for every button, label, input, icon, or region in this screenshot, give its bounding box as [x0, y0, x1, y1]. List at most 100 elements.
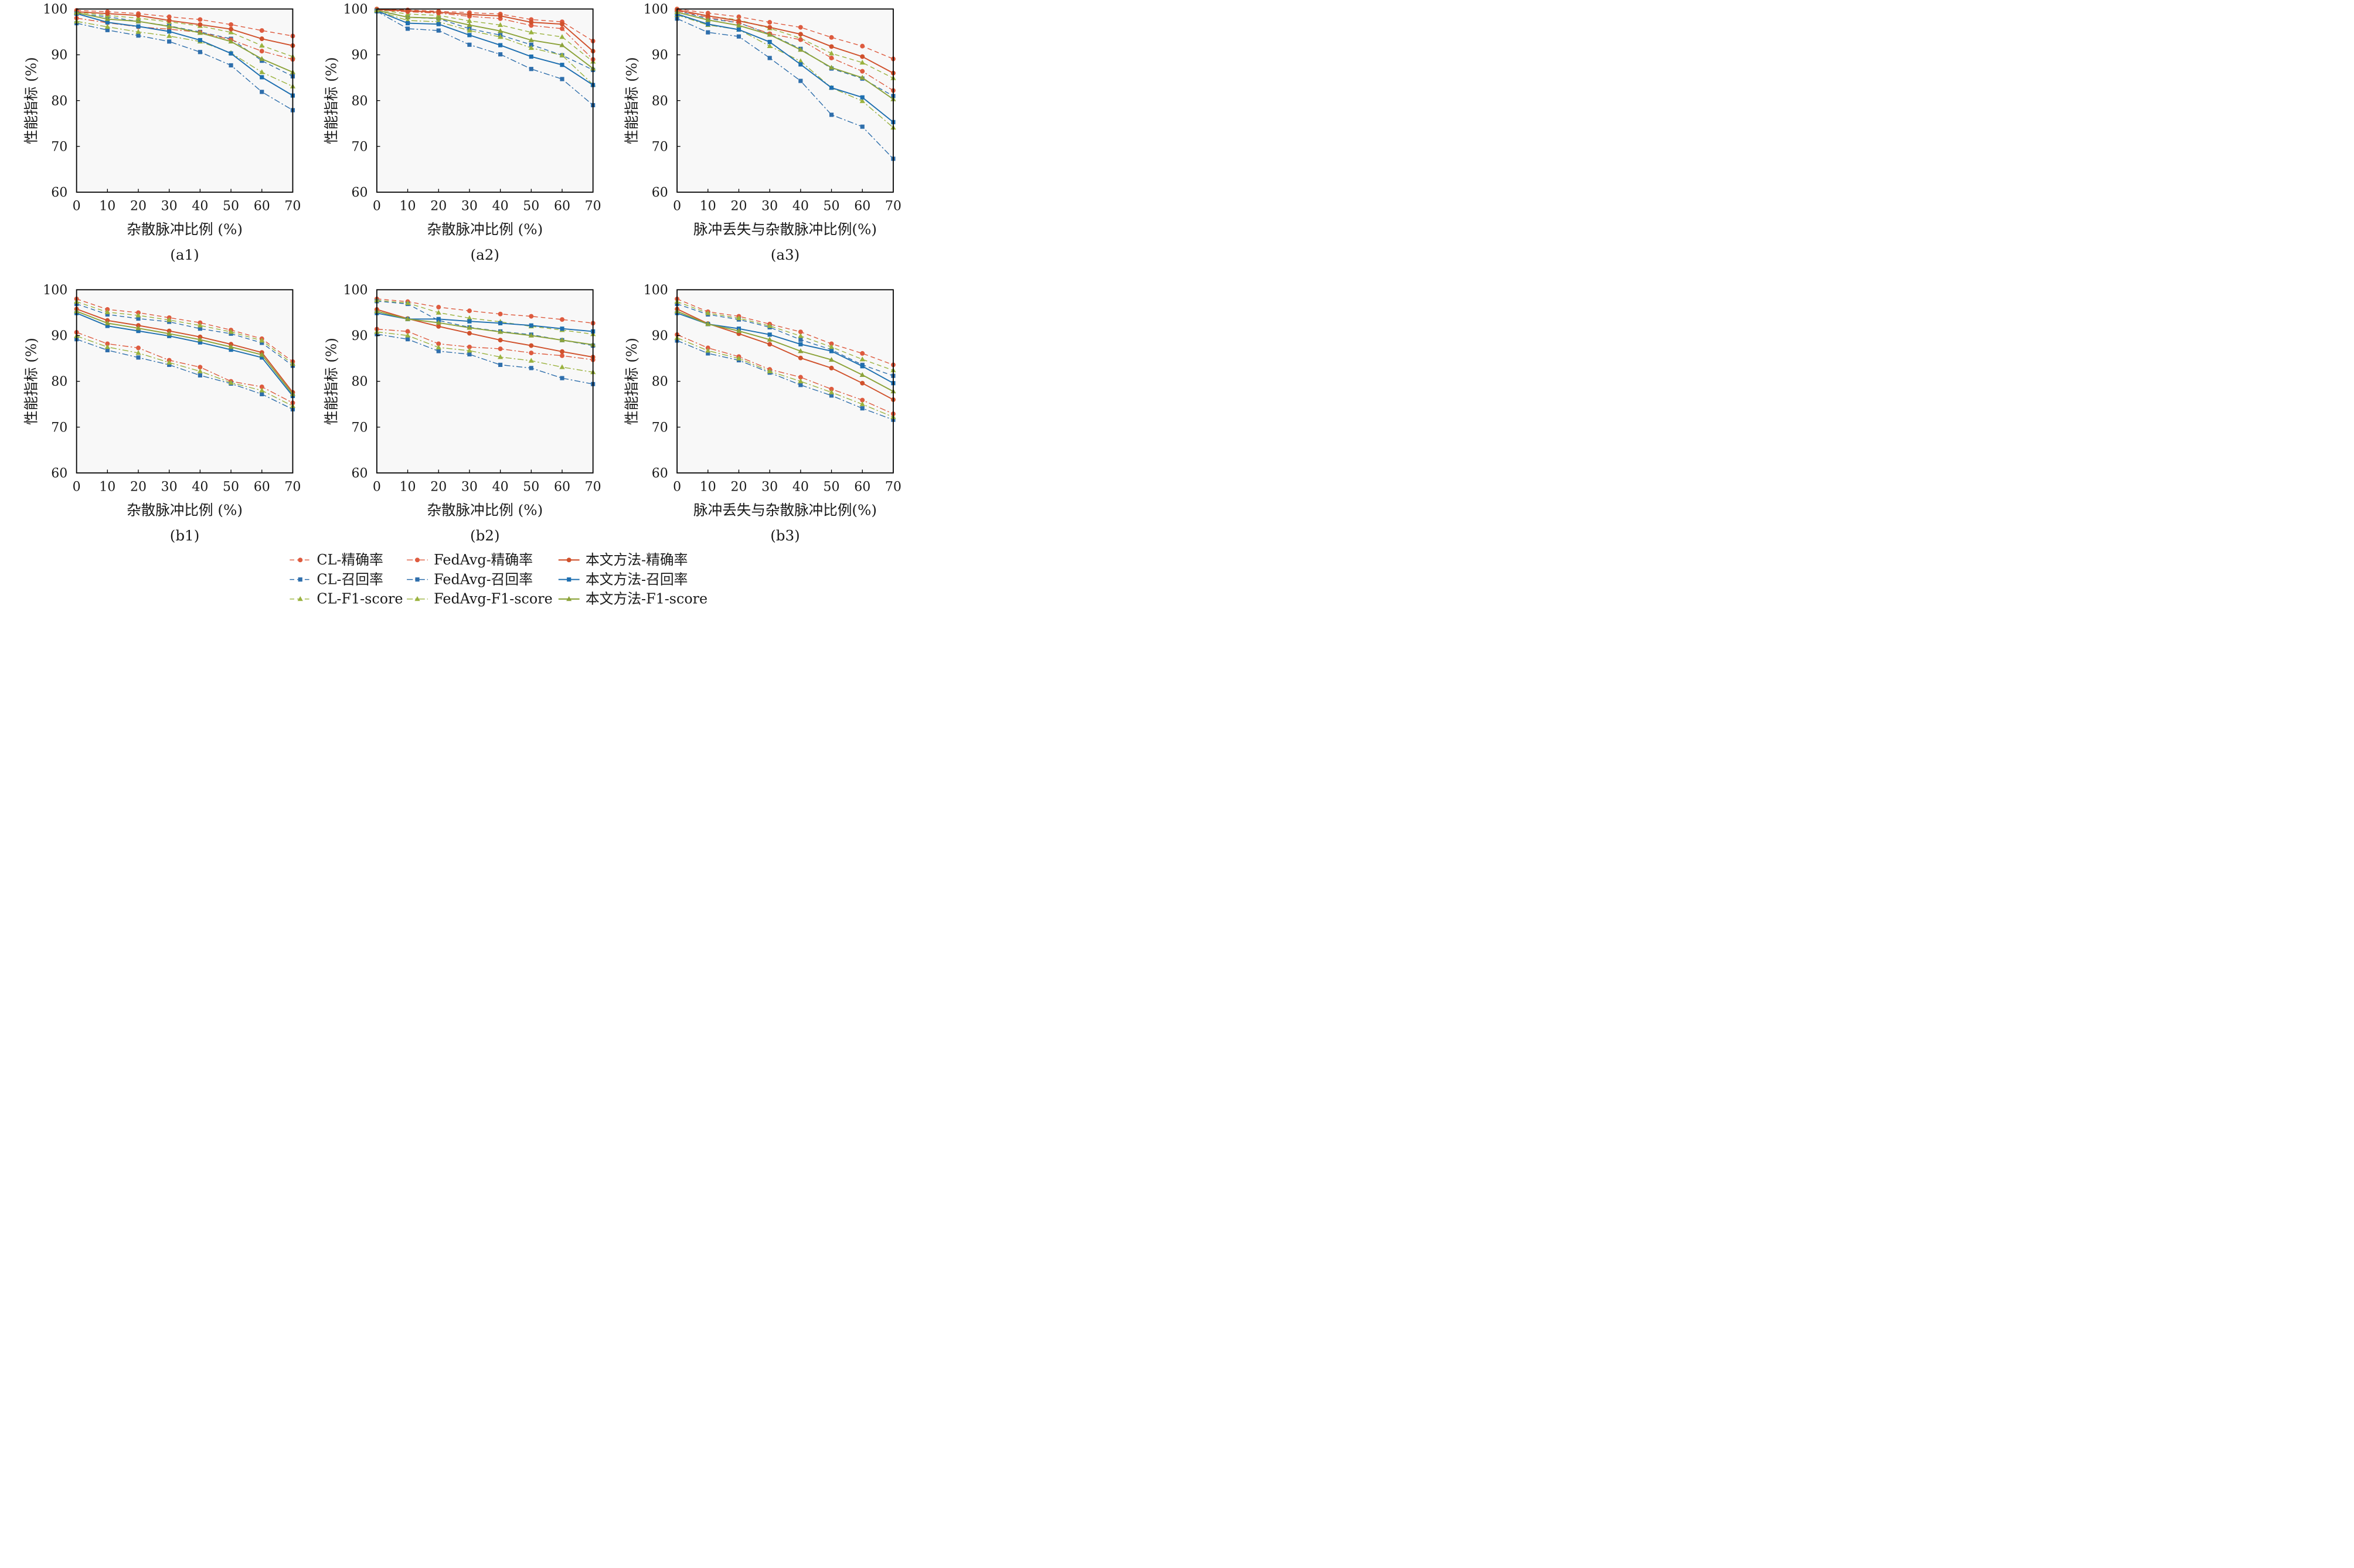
data-point [860, 95, 865, 100]
x-tick-label: 40 [792, 199, 809, 214]
data-point [829, 349, 834, 353]
data-point [828, 50, 835, 56]
x-tick-label: 60 [254, 199, 270, 214]
plot-area [677, 290, 893, 473]
y-tick-label: 60 [51, 186, 67, 200]
data-point [529, 314, 534, 319]
data-point [436, 28, 441, 33]
data-point [498, 311, 503, 317]
data-point [436, 324, 441, 329]
y-tick-label: 70 [51, 420, 67, 435]
data-point [136, 33, 141, 38]
data-point [197, 336, 203, 342]
x-tick-label: 60 [254, 480, 270, 495]
y-axis-label: 性能指标 (%) [22, 338, 39, 425]
data-point [198, 50, 202, 55]
data-point [229, 348, 233, 352]
legend-item: 本文方法-精确率 [558, 552, 688, 568]
data-point [105, 348, 110, 353]
data-point [105, 312, 110, 317]
x-tick-label: 40 [192, 480, 208, 495]
data-point [859, 74, 865, 80]
series-line-8 [376, 312, 593, 332]
x-tick-label: 70 [585, 480, 601, 495]
data-point [529, 42, 533, 47]
legend-label: FedAvg-精确率 [434, 552, 533, 568]
series-line-4 [376, 9, 594, 60]
data-point [829, 393, 834, 398]
legend: CL-精确率 FedAvg-精确率 本文方法-精确率 CL-召回率 FedAvg-召回率… [290, 552, 707, 607]
legend-marker [415, 577, 420, 582]
data-point [498, 321, 503, 325]
data-point [259, 338, 265, 343]
y-tick-label: 70 [652, 420, 668, 435]
series-line-7 [376, 9, 594, 52]
data-point [404, 316, 411, 321]
data-point [136, 24, 141, 29]
data-point [860, 124, 865, 129]
data-point [798, 47, 804, 52]
data-point [767, 368, 773, 373]
data-point [529, 343, 534, 348]
data-point [798, 333, 804, 338]
data-point [436, 9, 441, 15]
data-point [560, 326, 564, 331]
data-point [736, 27, 741, 32]
data-point [559, 52, 565, 57]
y-tick-label: 80 [51, 94, 67, 108]
series-line-7 [676, 9, 894, 74]
y-tick-label: 60 [351, 466, 368, 481]
subplot-caption: (b3) [770, 527, 800, 544]
data-point [197, 30, 203, 35]
legend-marker [567, 577, 572, 582]
data-point [436, 305, 441, 309]
subplot-6: 0 10 20 30 40 50 60 70 60 70 80 90 100 脉冲丢失与杂散脉冲比例(%)… [623, 283, 902, 544]
x-tick-label: 70 [885, 199, 902, 214]
data-point [859, 98, 865, 103]
x-tick-label: 0 [673, 480, 681, 495]
data-point [259, 352, 265, 357]
data-point [736, 22, 742, 28]
data-point [560, 349, 564, 354]
x-tick-label: 70 [885, 480, 902, 495]
data-point [736, 14, 741, 19]
data-point [706, 30, 710, 35]
data-point [798, 355, 803, 360]
x-axis-label: 脉冲丢失与杂散脉冲比例(%) [693, 221, 877, 238]
data-point [166, 331, 172, 336]
data-point [197, 322, 203, 328]
x-tick-label: 60 [554, 480, 570, 495]
x-tick-label: 60 [854, 199, 870, 214]
x-tick-label: 30 [161, 480, 178, 495]
data-point [104, 23, 110, 29]
x-tick-label: 50 [824, 199, 840, 214]
data-point [198, 365, 203, 370]
series-line-2 [676, 10, 894, 97]
data-point [229, 22, 234, 27]
x-tick-label: 20 [430, 199, 447, 214]
data-point [829, 44, 834, 49]
series-line-1 [676, 298, 894, 366]
data-point [798, 58, 804, 63]
data-point [498, 362, 503, 368]
y-tick-label: 80 [652, 375, 668, 389]
x-tick-label: 20 [730, 480, 747, 495]
data-point [498, 52, 503, 57]
data-point [259, 49, 264, 54]
data-point [498, 338, 503, 343]
series-line-9 [76, 12, 293, 73]
data-point [198, 340, 202, 345]
subplot-caption: (a1) [170, 246, 199, 263]
x-tick-label: 40 [792, 480, 809, 495]
data-point [559, 34, 565, 39]
y-tick-label: 100 [343, 2, 368, 17]
data-point [767, 323, 773, 328]
legend-item: CL-F1-score [290, 591, 403, 607]
series-line-5 [376, 334, 593, 385]
y-tick-label: 60 [652, 186, 668, 200]
data-point [798, 348, 804, 353]
x-tick-label: 30 [461, 199, 478, 214]
series-line-5 [76, 22, 293, 111]
data-point [467, 42, 472, 47]
series-line-9 [676, 311, 894, 392]
